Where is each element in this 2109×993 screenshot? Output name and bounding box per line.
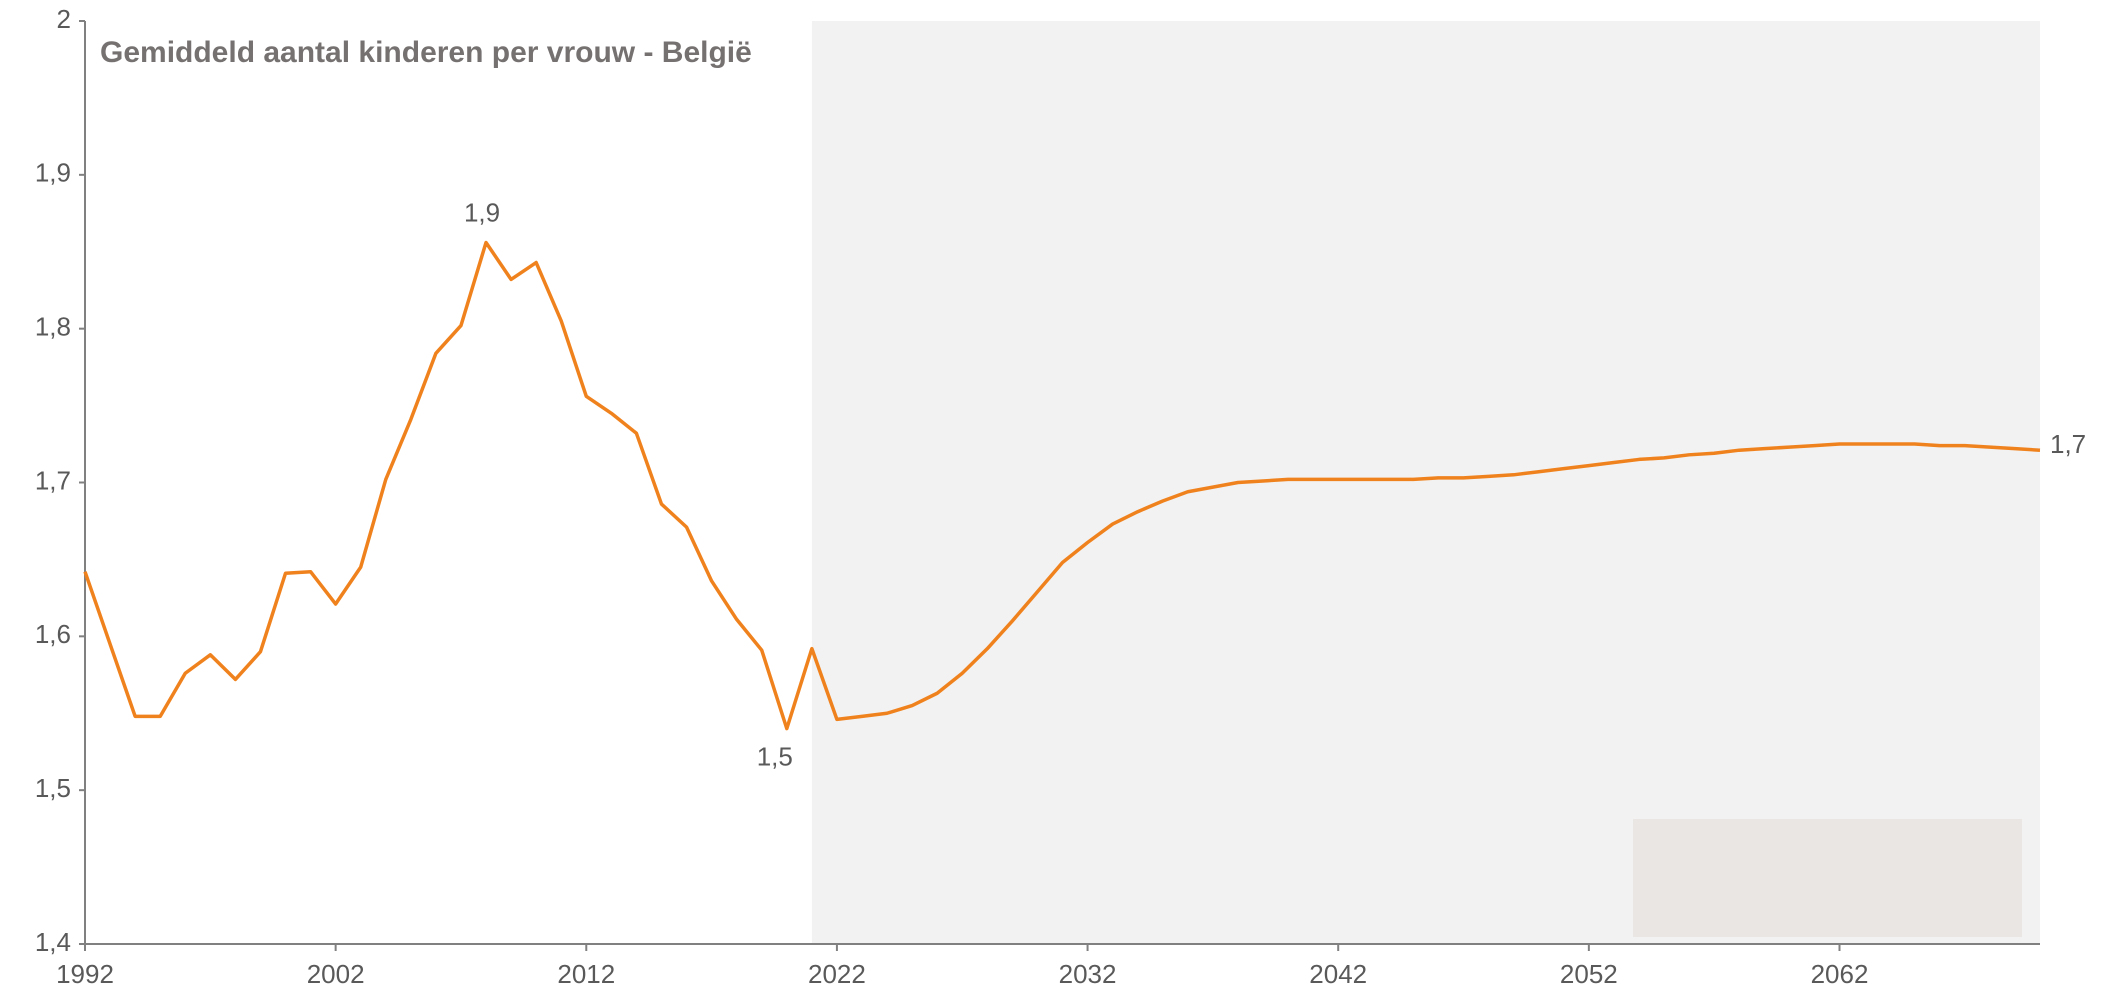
y-tick-label: 1,5 bbox=[35, 773, 71, 803]
data-label: 1,7 bbox=[2050, 429, 2086, 459]
x-tick-label: 2042 bbox=[1309, 959, 1367, 989]
x-tick-label: 2012 bbox=[557, 959, 615, 989]
photo bbox=[1633, 819, 2022, 937]
data-label: 1,9 bbox=[464, 197, 500, 227]
chart-title: Gemiddeld aantal kinderen per vrouw - Be… bbox=[100, 36, 752, 69]
x-tick-label: 1992 bbox=[56, 959, 114, 989]
x-tick-label: 2002 bbox=[307, 959, 365, 989]
x-tick-label: 2062 bbox=[1811, 959, 1869, 989]
data-line bbox=[83, 240, 2041, 731]
x-tick-label: 2052 bbox=[1560, 959, 1618, 989]
background-layer bbox=[811, 21, 2041, 944]
y-tick-label: 1,7 bbox=[35, 465, 71, 495]
y-tick-label: 1,8 bbox=[35, 312, 71, 342]
x-tick-label: 2022 bbox=[808, 959, 866, 989]
y-tick-label: 1,4 bbox=[35, 927, 71, 957]
forecast-shade bbox=[811, 21, 2041, 944]
data-label: 1,5 bbox=[757, 742, 793, 772]
y-tick-label: 2 bbox=[57, 4, 71, 34]
y-tick-label: 1,9 bbox=[35, 158, 71, 188]
x-tick-label: 2032 bbox=[1059, 959, 1117, 989]
y-tick-label: 1,6 bbox=[35, 619, 71, 649]
